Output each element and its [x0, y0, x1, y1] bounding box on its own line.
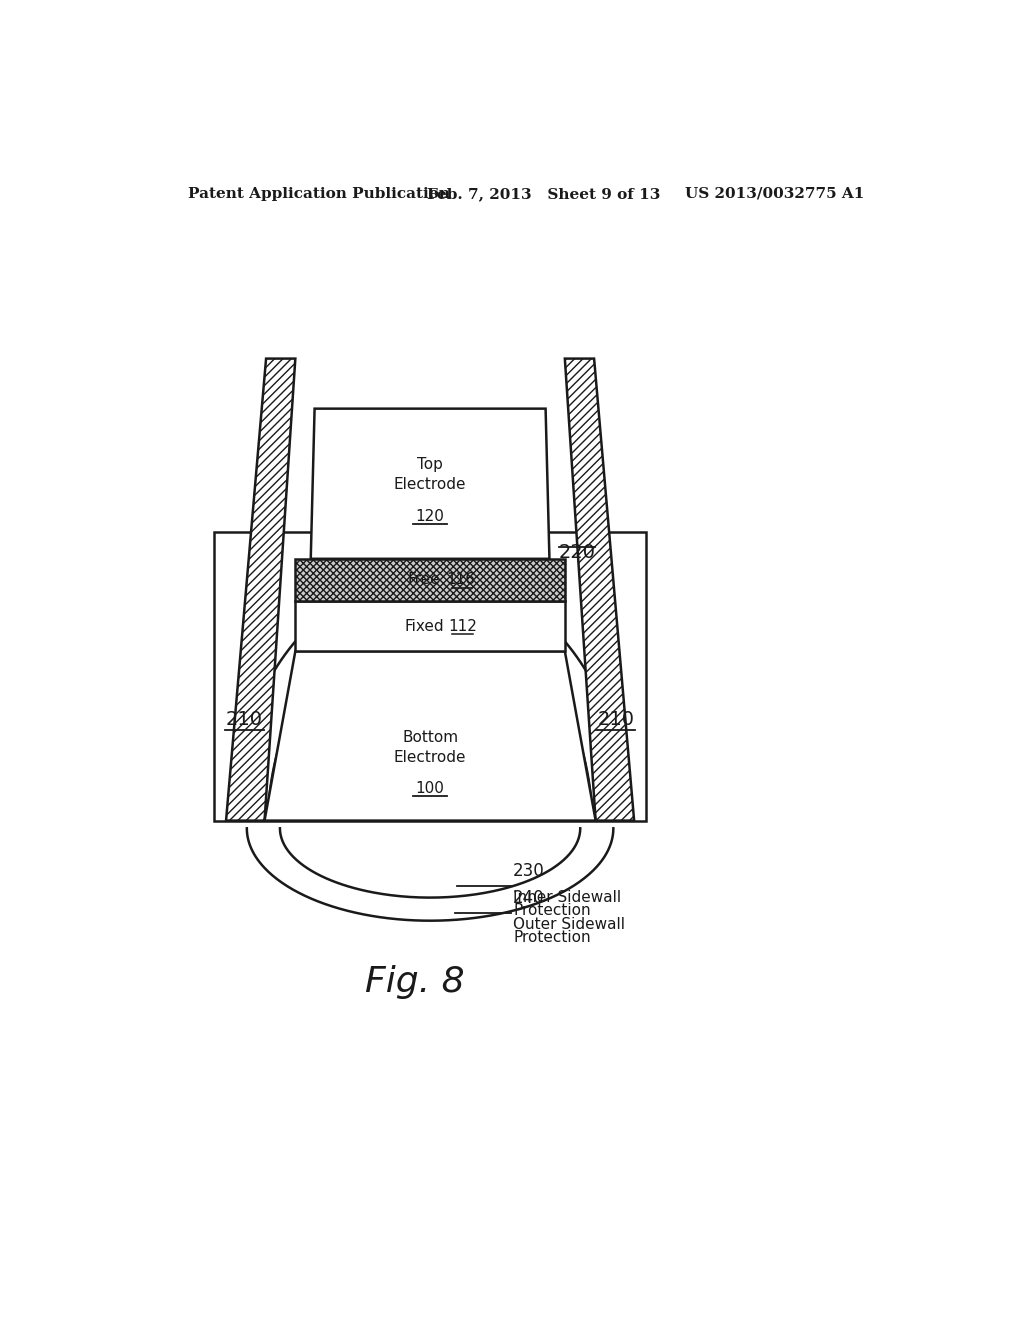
Text: 220: 220: [559, 544, 596, 562]
Text: Feb. 7, 2013   Sheet 9 of 13: Feb. 7, 2013 Sheet 9 of 13: [427, 187, 660, 201]
Polygon shape: [295, 601, 565, 651]
Text: Fig. 8: Fig. 8: [365, 965, 465, 999]
Text: Protection: Protection: [513, 903, 591, 917]
Polygon shape: [565, 359, 634, 821]
Text: Fixed: Fixed: [404, 619, 443, 634]
Text: 210: 210: [597, 710, 634, 729]
Text: Outer Sidewall: Outer Sidewall: [513, 917, 626, 932]
Text: 240: 240: [513, 888, 545, 907]
Text: 116: 116: [446, 573, 475, 587]
Text: 100: 100: [416, 780, 444, 796]
Text: Patent Application Publication: Patent Application Publication: [188, 187, 451, 201]
Bar: [214, 532, 646, 821]
Text: Free: Free: [408, 573, 440, 587]
Text: 230: 230: [513, 862, 545, 880]
Text: Top
Electrode: Top Electrode: [394, 457, 466, 491]
Text: Protection: Protection: [513, 929, 591, 945]
Text: 120: 120: [416, 510, 444, 524]
Polygon shape: [226, 359, 295, 821]
Polygon shape: [295, 558, 565, 601]
Text: 112: 112: [447, 619, 477, 634]
Text: Bottom
Electrode: Bottom Electrode: [394, 730, 466, 764]
Polygon shape: [264, 651, 596, 821]
Text: 210: 210: [226, 710, 263, 729]
Text: US 2013/0032775 A1: US 2013/0032775 A1: [685, 187, 864, 201]
Text: Inner Sidewall: Inner Sidewall: [513, 890, 622, 906]
Polygon shape: [310, 409, 550, 558]
